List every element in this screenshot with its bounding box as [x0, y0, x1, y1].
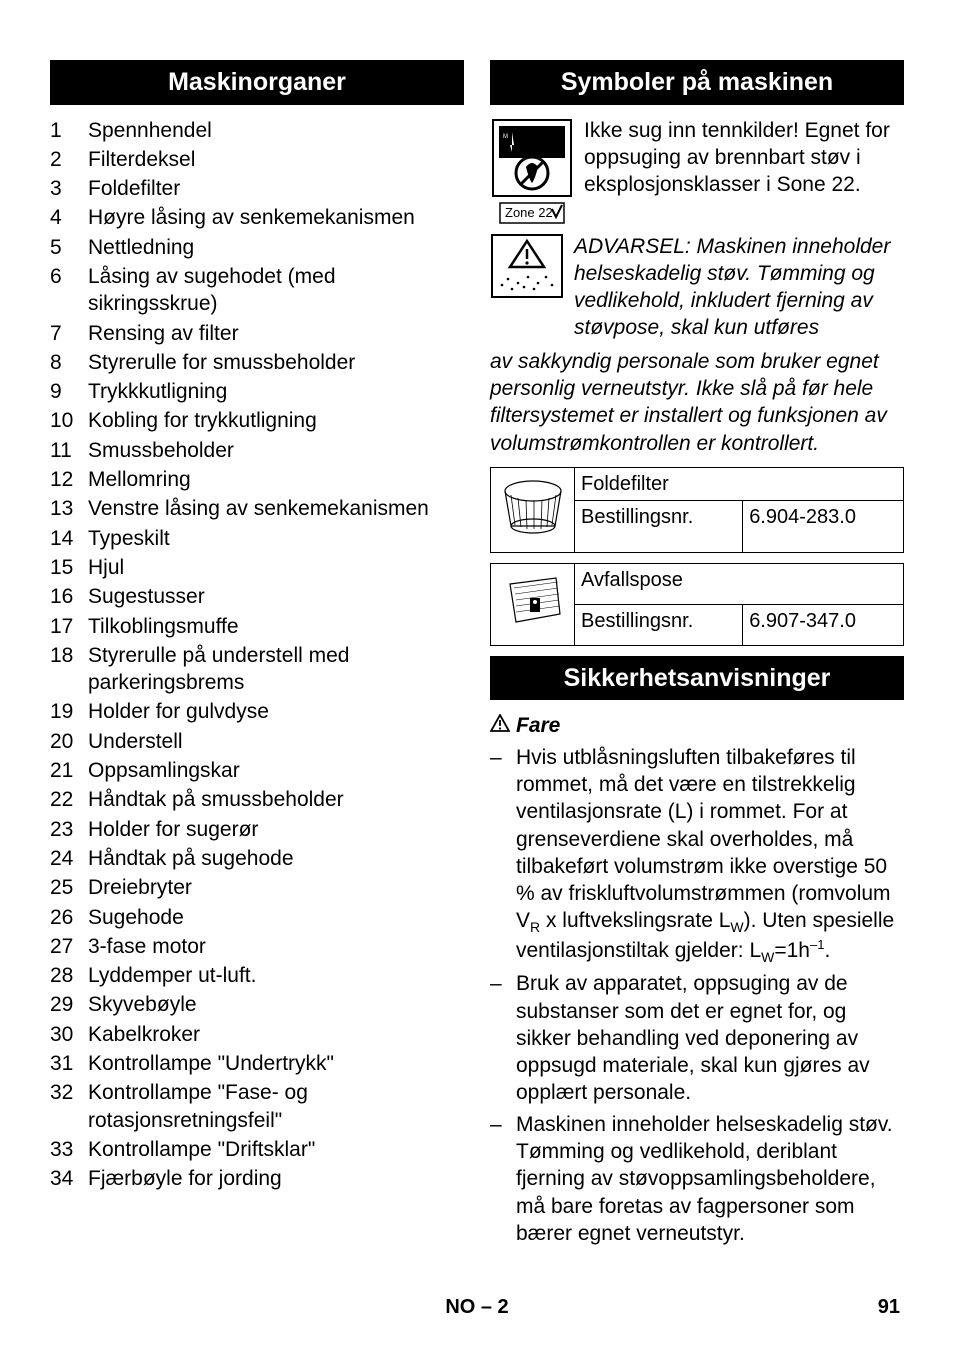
fare-label: Fare: [516, 712, 560, 739]
parts-list-item: 33Kontrollampe "Driftsklar": [50, 1136, 464, 1163]
parts-list-item: 19Holder for gulvdyse: [50, 698, 464, 725]
parts-list-item: 15Hjul: [50, 554, 464, 581]
footer-page: 91: [878, 1294, 900, 1320]
symbols-header: Symboler på maskinen: [490, 60, 904, 105]
svg-text:M: M: [503, 134, 508, 140]
parts-list-item: 32Kontrollampe "Fase- og rotasjonsretnin…: [50, 1079, 464, 1134]
warning-text-cont: av sakkyndig personale som bruker egnet …: [490, 348, 904, 457]
zone-label: Zone 22: [505, 205, 553, 220]
parts-list-item: 8Styrerulle for smussbeholder: [50, 349, 464, 376]
safety-list: Hvis utblåsningsluften tilbakeføres til …: [490, 744, 904, 1248]
parts-list-item: 21Oppsamlingskar: [50, 757, 464, 784]
parts-list-item: 2Filterdeksel: [50, 146, 464, 173]
parts-list-item: 6Låsing av sugehodet (med sikringsskrue): [50, 263, 464, 318]
parts-list-item: 20Understell: [50, 728, 464, 755]
parts-list-item: 13Venstre låsing av senkemekanismen: [50, 495, 464, 522]
parts-list-item: 11Smussbeholder: [50, 437, 464, 464]
parts-list-item: 10Kobling for trykkutligning: [50, 407, 464, 434]
parts-list-item: 7Rensing av filter: [50, 320, 464, 347]
foldefilter-icon: [491, 467, 575, 552]
parts-list-item: 3Foldefilter: [50, 175, 464, 202]
left-header: Maskinorganer: [50, 60, 464, 105]
parts-list-item: 31Kontrollampe "Undertrykk": [50, 1050, 464, 1077]
warning-icon: [490, 233, 564, 342]
page-footer: NO – 2 91: [0, 1294, 954, 1320]
parts-list-item: 25Dreiebryter: [50, 874, 464, 901]
parts-list-item: 30Kabelkroker: [50, 1021, 464, 1048]
footer-lang: NO – 2: [445, 1296, 508, 1318]
parts-list-item: 4Høyre låsing av senkemekanismen: [50, 204, 464, 231]
parts-list-item: 22Håndtak på smussbeholder: [50, 786, 464, 813]
warning-triangle-icon: [490, 712, 510, 739]
parts-list-item: 9Trykkkutligning: [50, 378, 464, 405]
parts-list-item: 26Sugehode: [50, 904, 464, 931]
zone-block: M Zone 22 Ikke sug inn tennkilder! Egnet…: [490, 117, 904, 227]
parts-list-item: 1Spennhendel: [50, 117, 464, 144]
avfallspose-icon: [491, 563, 575, 645]
parts-list-item: 16Sugestusser: [50, 583, 464, 610]
t2-order-label: Bestillingsnr.: [575, 604, 743, 645]
t2-name: Avfallspose: [575, 563, 904, 604]
safety-list-item: Bruk av apparatet, oppsuging av de subst…: [490, 970, 904, 1106]
filter-table-2: Avfallspose Bestillingsnr. 6.907-347.0: [490, 563, 904, 646]
parts-list-item: 28Lyddemper ut-luft.: [50, 962, 464, 989]
filter-table-1: Foldefilter Bestillingsnr. 6.904-283.0: [490, 467, 904, 553]
parts-list-item: 24Håndtak på sugehode: [50, 845, 464, 872]
zone22-icon: M Zone 22: [490, 117, 574, 227]
parts-list: 1Spennhendel2Filterdeksel3Foldefilter4Hø…: [50, 117, 464, 1193]
parts-list-item: 29Skyvebøyle: [50, 991, 464, 1018]
safety-header: Sikkerhetsanvisninger: [490, 656, 904, 701]
t1-order-no: 6.904-283.0: [743, 500, 904, 552]
zone-text: Ikke sug inn tennkilder! Egnet for oppsu…: [584, 117, 904, 227]
parts-list-item: 14Typeskilt: [50, 525, 464, 552]
parts-list-item: 18Styrerulle på understell med parkering…: [50, 642, 464, 697]
parts-list-item: 34Fjærbøyle for jording: [50, 1165, 464, 1192]
t1-name: Foldefilter: [575, 467, 904, 500]
parts-list-item: 23Holder for sugerør: [50, 816, 464, 843]
parts-list-item: 5Nettledning: [50, 234, 464, 261]
t2-order-no: 6.907-347.0: [743, 604, 904, 645]
t1-order-label: Bestillingsnr.: [575, 500, 743, 552]
warning-text-start: ADVARSEL: Maskinen inneholder helseskade…: [574, 233, 904, 342]
safety-list-item: Hvis utblåsningsluften tilbakeføres til …: [490, 744, 904, 967]
parts-list-item: 273-fase motor: [50, 933, 464, 960]
fare-heading: Fare: [490, 712, 904, 739]
safety-list-item: Maskinen inneholder helseskadelig støv. …: [490, 1111, 904, 1247]
parts-list-item: 17Tilkoblingsmuffe: [50, 613, 464, 640]
warning-block: ADVARSEL: Maskinen inneholder helseskade…: [490, 233, 904, 342]
parts-list-item: 12Mellomring: [50, 466, 464, 493]
